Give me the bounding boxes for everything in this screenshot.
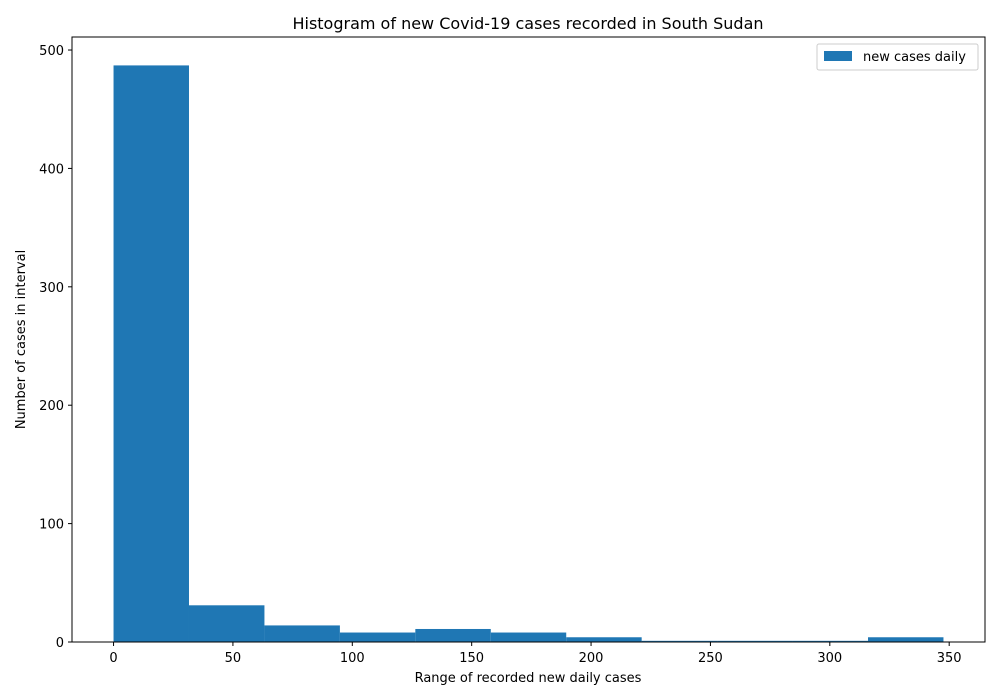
histogram-bar [339, 632, 416, 642]
histogram-bar [717, 640, 793, 642]
histogram-bar [641, 640, 718, 642]
y-axis-label: Number of cases in interval [14, 250, 29, 429]
y-tick-label: 300 [39, 281, 64, 296]
histogram-bar [490, 632, 567, 642]
x-tick-label: 300 [817, 651, 842, 666]
y-tick-label: 0 [56, 636, 64, 651]
histogram-bar [415, 628, 491, 642]
histogram-bar [792, 640, 869, 642]
y-tick-label: 200 [39, 399, 64, 414]
y-axis-ticks: 0 100 200 300 400 500 [39, 44, 72, 651]
histogram-bar [113, 65, 189, 642]
y-tick-label: 500 [39, 44, 64, 59]
x-tick-label: 0 [109, 651, 117, 666]
legend-label: new cases daily [863, 50, 966, 65]
x-axis-label: Range of recorded new daily cases [415, 671, 642, 686]
legend-swatch [824, 51, 852, 61]
histogram-bar [264, 625, 340, 642]
histogram-bar [188, 605, 265, 642]
bars-group [113, 65, 944, 642]
x-axis-ticks: 0 50 100 150 200 250 300 350 [109, 642, 962, 666]
histogram-bar [566, 637, 642, 642]
y-tick-label: 400 [39, 162, 64, 177]
x-tick-label: 100 [340, 651, 365, 666]
legend: new cases daily [816, 43, 979, 71]
x-tick-label: 150 [459, 651, 484, 666]
x-tick-label: 250 [698, 651, 723, 666]
plot-area-frame [71, 36, 986, 643]
x-tick-label: 50 [225, 651, 242, 666]
x-tick-label: 350 [937, 651, 962, 666]
chart-title: Histogram of new Covid-19 cases recorded… [292, 14, 763, 33]
y-tick-label: 100 [39, 518, 64, 533]
legend-frame [816, 43, 979, 71]
histogram-bar [868, 637, 944, 642]
x-tick-label: 200 [579, 651, 604, 666]
